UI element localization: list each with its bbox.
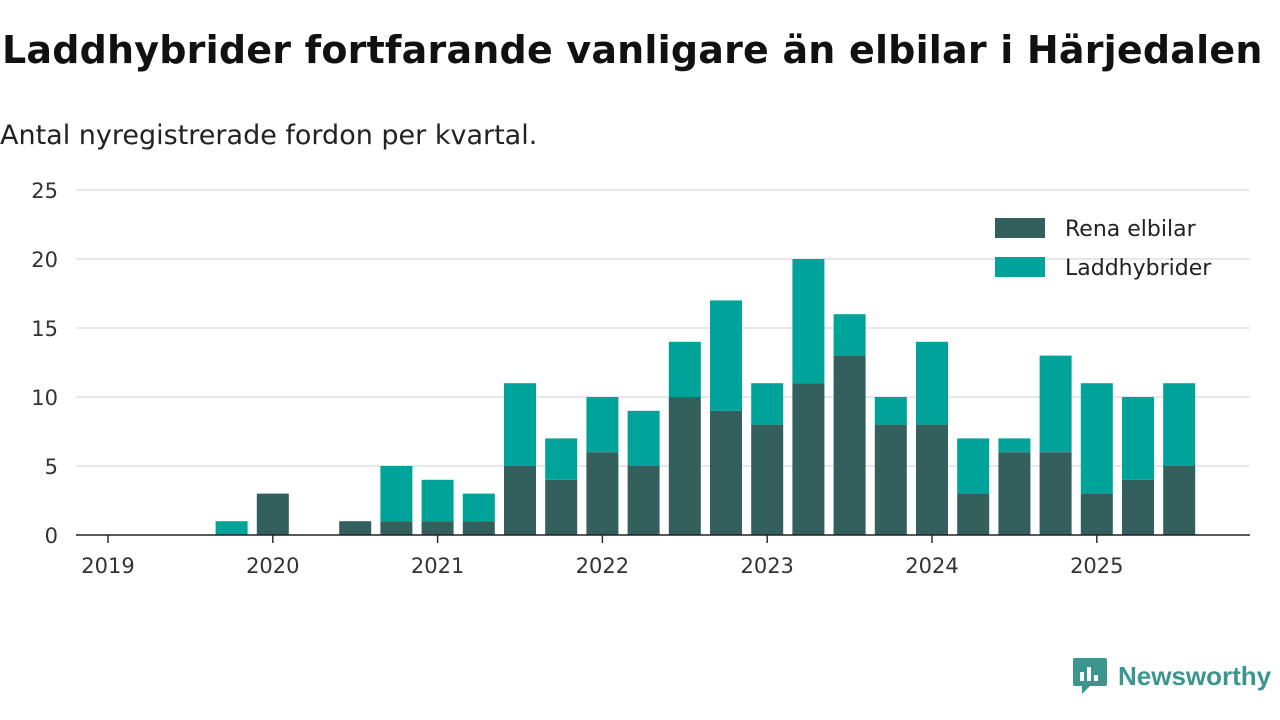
bar-laddhybrider (792, 259, 825, 384)
bar-rena-elbilar (545, 479, 578, 535)
y-tick-label: 15 (31, 317, 58, 341)
bar-rena-elbilar (421, 521, 454, 535)
x-tick-label: 2025 (1070, 554, 1123, 578)
bar-laddhybrider (380, 466, 413, 522)
legend-label: Laddhybrider (1065, 256, 1212, 281)
chart-subtitle: Antal nyregistrerade fordon per kvartal. (0, 120, 538, 151)
bar-rena-elbilar (833, 355, 866, 535)
bar-laddhybrider (1080, 383, 1113, 494)
bar-rena-elbilar (586, 452, 619, 535)
bar-rena-elbilar (504, 466, 536, 535)
legend-swatch (995, 257, 1045, 277)
bar-rena-elbilar (1039, 452, 1072, 535)
y-tick-label: 5 (45, 455, 58, 479)
bar-laddhybrider (421, 479, 454, 522)
bar-laddhybrider (957, 438, 990, 494)
bar-laddhybrider (215, 521, 248, 535)
legend: Rena elbilar Laddhybrider (995, 217, 1212, 281)
x-tick-label: 2019 (81, 554, 134, 578)
y-tick-label: 10 (31, 386, 58, 410)
bar-laddhybrider (751, 383, 784, 425)
bar-rena-elbilar (627, 466, 660, 535)
x-tick-label: 2022 (576, 554, 629, 578)
bar-laddhybrider (710, 300, 742, 411)
y-tick-label: 20 (31, 248, 58, 272)
y-axis-ticks: 0 5 10 15 20 25 (31, 179, 58, 548)
brand-logo: Newsworthy (1072, 656, 1271, 696)
y-tick-label: 25 (31, 179, 58, 203)
bar-rena-elbilar (710, 410, 742, 535)
bar-laddhybrider (1039, 355, 1072, 453)
bar-laddhybrider (833, 314, 866, 356)
bars (215, 259, 1196, 535)
bar-rena-elbilar (957, 493, 990, 535)
bar-laddhybrider (1122, 397, 1154, 480)
bar-laddhybrider (1163, 383, 1196, 466)
bar-rena-elbilar (1163, 466, 1196, 535)
bar-laddhybrider (668, 341, 701, 397)
bar-laddhybrider (916, 341, 948, 425)
bar-laddhybrider (504, 383, 536, 466)
x-tick-label: 2020 (246, 554, 299, 578)
x-tick-label: 2023 (740, 554, 793, 578)
chart-title: Laddhybrider fortfarande vanligare än el… (2, 28, 1263, 72)
y-tick-label: 0 (45, 524, 58, 548)
x-axis-ticks: 2019 2020 2021 2022 2023 2024 2025 (81, 535, 1124, 578)
bar-rena-elbilar (668, 397, 701, 535)
bar-rena-elbilar (874, 424, 907, 535)
bar-rena-elbilar (339, 521, 372, 535)
bar-laddhybrider (627, 410, 660, 466)
bar-laddhybrider (586, 397, 619, 453)
bar-rena-elbilar (256, 493, 289, 535)
bar-laddhybrider (545, 438, 578, 480)
bar-rena-elbilar (792, 383, 825, 535)
bar-rena-elbilar (916, 424, 948, 535)
x-tick-label: 2024 (905, 554, 958, 578)
brand-name: Newsworthy (1118, 660, 1272, 691)
bar-laddhybrider (874, 397, 907, 425)
bar-rena-elbilar (1080, 493, 1113, 535)
bar-laddhybrider (998, 438, 1031, 453)
newsworthy-logo-icon (1073, 658, 1107, 694)
bar-rena-elbilar (462, 521, 495, 535)
bar-rena-elbilar (998, 452, 1031, 535)
bar-rena-elbilar (751, 424, 784, 535)
bar-rena-elbilar (380, 521, 413, 535)
legend-swatch (995, 218, 1045, 238)
legend-label: Rena elbilar (1065, 217, 1197, 242)
bar-laddhybrider (462, 493, 495, 522)
bar-rena-elbilar (1122, 479, 1154, 535)
x-tick-label: 2021 (411, 554, 464, 578)
